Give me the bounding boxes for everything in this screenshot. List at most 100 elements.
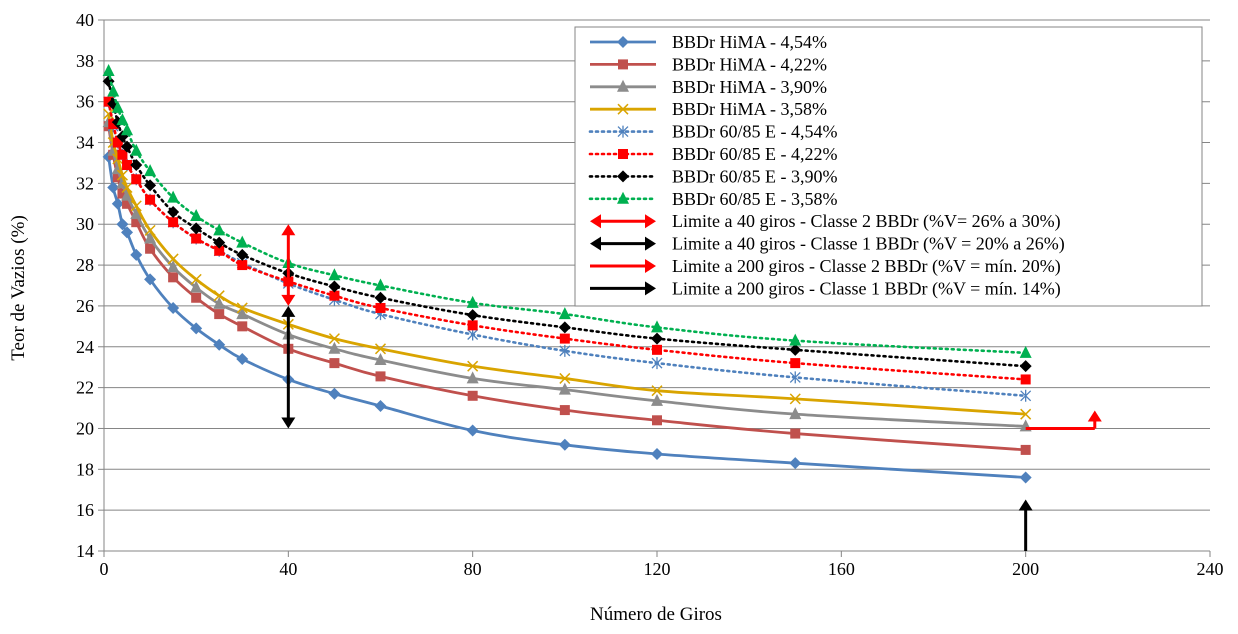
data-point: [790, 358, 801, 369]
y-tick-label: 14: [76, 541, 94, 561]
data-point: [190, 322, 203, 335]
data-point: [108, 119, 119, 130]
y-tick-label: 20: [76, 418, 94, 438]
data-point: [558, 307, 571, 320]
legend-label: BBDr HiMA - 4,54%: [672, 32, 827, 52]
data-point: [467, 320, 478, 331]
data-point: [145, 194, 156, 205]
data-point: [116, 113, 129, 126]
legend-label: BBDr 60/85 E - 4,54%: [672, 122, 838, 142]
data-point: [789, 371, 801, 384]
data-point: [107, 84, 120, 97]
data-point: [374, 399, 387, 412]
legend-entry-8: BBDr 60/85 E - 3,58%: [588, 189, 838, 209]
data-point: [190, 280, 203, 293]
legend-label: Limite a 200 giros - Classe 2 BBDr (%V =…: [672, 256, 1061, 277]
data-point: [122, 198, 133, 209]
legend-entry-6: BBDr 60/85 E - 4,22%: [588, 144, 838, 164]
data-point: [466, 371, 479, 384]
legend-label: Limite a 40 giros - Classe 2 BBDr (%V= 2…: [672, 211, 1061, 232]
y-tick-label: 26: [76, 296, 94, 316]
arrowhead: [1018, 499, 1033, 511]
data-point: [652, 344, 662, 355]
data-point: [466, 295, 479, 308]
y-tick-label: 30: [76, 214, 94, 234]
data-point: [328, 333, 340, 345]
data-point: [112, 172, 123, 183]
data-point: [168, 217, 179, 228]
data-point: [190, 222, 203, 235]
data-point: [617, 79, 629, 92]
data-point: [130, 200, 142, 212]
data-point: [651, 357, 663, 370]
legend-label: Limite a 200 giros - Classe 1 BBDr (%V =…: [672, 278, 1061, 299]
data-point: [617, 125, 629, 138]
data-point: [214, 309, 225, 320]
data-point: [559, 333, 570, 344]
x-tick-label: 80: [464, 559, 482, 579]
data-point: [328, 341, 341, 354]
data-point: [651, 385, 663, 397]
data-point: [374, 278, 387, 291]
data-point: [167, 190, 180, 203]
limit-arrow-4: [1018, 499, 1033, 551]
data-point: [328, 387, 341, 400]
data-point: [213, 223, 226, 236]
y-tick-label: 40: [76, 10, 94, 30]
data-point: [328, 268, 341, 281]
arrowhead: [645, 214, 656, 229]
data-point: [121, 140, 134, 153]
y-tick-label: 36: [76, 92, 94, 112]
data-point: [107, 181, 120, 194]
legend-label: Limite a 40 giros - Classe 1 BBDr (%V = …: [672, 234, 1065, 255]
data-point: [789, 407, 802, 420]
data-point: [1019, 360, 1032, 373]
data-point: [559, 344, 571, 357]
data-point: [236, 307, 249, 320]
data-point: [190, 273, 202, 285]
legend: BBDr HiMA - 4,54%BBDr HiMA - 4,22% BBDr H…: [574, 26, 1203, 307]
data-point: [112, 137, 123, 148]
data-point: [167, 260, 180, 273]
data-point: [144, 164, 157, 177]
series-8: [102, 64, 1032, 358]
data-point: [559, 405, 570, 416]
data-point: [789, 343, 802, 356]
data-point: [103, 108, 115, 120]
legend-entry-12: Limite a 200 giros - Classe 1 BBDr (%V =…: [590, 278, 1061, 299]
arrowhead: [590, 236, 601, 251]
data-point: [121, 188, 134, 201]
data-point: [236, 302, 248, 314]
data-point: [111, 100, 124, 113]
y-tick-label: 22: [76, 378, 94, 398]
limit-arrow-2: [281, 305, 296, 429]
data-point: [131, 174, 142, 185]
data-point: [1019, 471, 1032, 484]
data-point: [618, 149, 628, 159]
limit-arrow-1: [281, 224, 296, 306]
data-point: [558, 382, 571, 395]
legend-entry-2: BBDr HiMA - 4,22%: [590, 54, 827, 74]
arrowhead: [590, 214, 601, 229]
data-point: [102, 64, 115, 77]
data-point: [789, 457, 802, 470]
data-point: [168, 272, 179, 283]
data-point: [789, 393, 801, 405]
data-point: [375, 302, 386, 313]
data-point: [121, 226, 134, 239]
data-point: [145, 243, 156, 254]
legend-entry-7: BBDr 60/85 E - 3,90%: [588, 166, 838, 186]
arrowhead: [645, 259, 656, 273]
data-point: [652, 415, 662, 426]
x-tick-label: 240: [1197, 559, 1224, 579]
x-tick-label: 200: [1012, 559, 1039, 579]
data-point: [191, 233, 202, 244]
arrowhead: [281, 224, 296, 236]
data-point: [790, 428, 801, 439]
data-point: [558, 438, 571, 451]
data-point: [467, 390, 478, 401]
data-point: [237, 321, 248, 332]
data-point: [789, 333, 802, 346]
legend-entry-5: BBDr 60/85 E - 4,54%: [588, 122, 838, 142]
